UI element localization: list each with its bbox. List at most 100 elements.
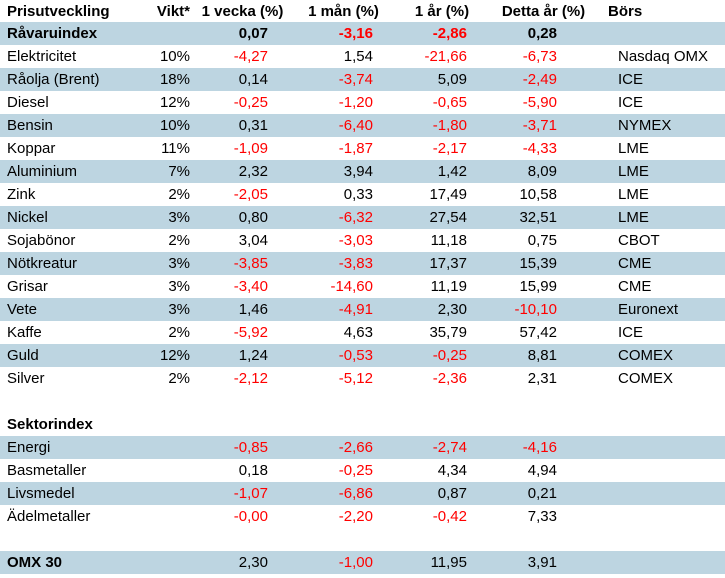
cell-ytd: 57,42 xyxy=(519,324,557,341)
cell-v1y: 11,19 xyxy=(430,278,467,295)
cell-v1m: -1,87 xyxy=(338,140,373,157)
cell-v1w: 1,46 xyxy=(195,298,290,321)
cell-ytd: 4,94 xyxy=(527,462,557,479)
cell-name: Guld xyxy=(0,344,130,367)
cell-name: Grisar xyxy=(7,278,48,295)
column-header-bors: Börs xyxy=(608,2,643,20)
table-row: Zink 2% -2,05 0,33 17,49 10,58 LME xyxy=(0,183,725,206)
table-row: Energi -0,85 -2,66 -2,74 -4,16 xyxy=(0,436,725,459)
cell-name: Koppar xyxy=(7,140,56,157)
table-row: Bensin 10% 0,31 -6,40 -1,80 -3,71 NYMEX xyxy=(0,114,725,137)
table-row: Kaffe 2% -5,92 4,63 35,79 57,42 ICE xyxy=(0,321,725,344)
table-row: Ädelmetaller -0,00 -2,20 -0,42 7,33 xyxy=(0,505,725,528)
cell-bors: ICE xyxy=(618,324,644,341)
cell-v1y: 2,30 xyxy=(397,298,487,321)
cell-name: Silver xyxy=(7,370,45,387)
table-row: Silver 2% -2,12 -5,12 -2,36 2,31 COMEX xyxy=(0,367,725,390)
cell-v1w: -2,05 xyxy=(233,186,268,203)
table-row: Elektricitet 10% -4,27 1,54 -21,66 -6,73 Nasda… xyxy=(0,45,725,68)
cell-v1y: -0,25 xyxy=(397,344,487,367)
column-header-1-ar: 1 år (%) xyxy=(414,2,470,20)
column-header-vikt: Vikt* xyxy=(156,2,190,20)
cell-v1y xyxy=(397,413,487,436)
cell-vikt: 7% xyxy=(130,160,195,183)
table-row: Sojabönor 2% 3,04 -3,03 11,18 0,75 CBOT xyxy=(0,229,725,252)
cell-ytd: 2,31 xyxy=(527,370,557,387)
cell-vikt: 3% xyxy=(168,278,190,295)
cell-ytd: -4,33 xyxy=(522,140,557,157)
cell-name: OMX 30 xyxy=(0,551,130,574)
table-row: Vete 3% 1,46 -4,91 2,30 -10,10 Euronext xyxy=(0,298,725,321)
cell-v1m: 0,33 xyxy=(343,186,373,203)
cell-vikt: 11% xyxy=(161,140,190,157)
cell-bors: LME xyxy=(618,186,649,203)
cell-v1m xyxy=(290,528,397,551)
cell-v1y: 11,95 xyxy=(397,551,487,574)
cell-vikt xyxy=(130,22,195,45)
cell-v1y xyxy=(397,390,487,413)
cell-name: Sojabönor xyxy=(7,232,76,249)
cell-ytd: -3,71 xyxy=(487,114,600,137)
table-row: Aluminium 7% 2,32 3,94 1,42 8,09 LME xyxy=(0,160,725,183)
cell-vikt: 18% xyxy=(130,68,195,91)
cell-v1y: 35,79 xyxy=(429,324,467,341)
cell-v1y: 17,37 xyxy=(397,252,487,275)
cell-v1w: -4,27 xyxy=(233,48,268,65)
cell-ytd: -2,49 xyxy=(487,68,600,91)
table-row: Råolja (Brent) 18% 0,14 -3,74 5,09 -2,49 ICE xyxy=(0,68,725,91)
cell-v1y: 27,54 xyxy=(397,206,487,229)
cell-vikt: 2% xyxy=(168,232,190,249)
cell-name xyxy=(0,528,130,551)
cell-vikt: 2% xyxy=(168,324,190,341)
cell-bors xyxy=(600,390,725,413)
cell-bors xyxy=(600,22,725,45)
cell-v1m: -3,16 xyxy=(290,22,397,45)
cell-ytd: 15,99 xyxy=(519,278,557,295)
cell-bors xyxy=(600,528,725,551)
cell-v1y: -21,66 xyxy=(424,48,467,65)
column-header-1-vecka: 1 vecka (%) xyxy=(201,2,284,20)
cell-ytd: -6,73 xyxy=(522,48,557,65)
cell-v1w: 0,07 xyxy=(195,22,290,45)
cell-name: Bensin xyxy=(0,114,130,137)
cell-v1w: 2,32 xyxy=(195,160,290,183)
cell-v1w: 0,14 xyxy=(195,68,290,91)
cell-v1w: -3,40 xyxy=(233,278,268,295)
cell-vikt: 3% xyxy=(130,298,195,321)
cell-v1y: -0,42 xyxy=(432,508,467,525)
cell-vikt: 12% xyxy=(159,94,190,111)
cell-name: Nötkreatur xyxy=(0,252,130,275)
column-header-1-man: 1 mån (%) xyxy=(308,2,379,20)
cell-ytd: 0,21 xyxy=(487,482,600,505)
cell-v1m: -3,74 xyxy=(290,68,397,91)
cell-ytd xyxy=(487,413,600,436)
cell-bors xyxy=(600,436,725,459)
cell-name: Diesel xyxy=(7,94,49,111)
cell-name: Kaffe xyxy=(7,324,42,341)
cell-vikt xyxy=(130,459,195,482)
cell-v1m: 4,63 xyxy=(343,324,373,341)
cell-vikt xyxy=(130,413,195,436)
cell-ytd: 3,91 xyxy=(487,551,600,574)
cell-vikt: 10% xyxy=(130,114,195,137)
table-row: OMX 30 2,30 -1,00 11,95 3,91 xyxy=(0,551,725,574)
table-row: Råvaruindex 0,07 -3,16 -2,86 0,28 xyxy=(0,22,725,45)
cell-v1w: -0,00 xyxy=(233,508,268,525)
table-row: Nötkreatur 3% -3,85 -3,83 17,37 15,39 CME xyxy=(0,252,725,275)
cell-bors: NYMEX xyxy=(600,114,725,137)
cell-v1w: -3,85 xyxy=(195,252,290,275)
cell-v1m: -2,20 xyxy=(338,508,373,525)
cell-bors: Nasdaq OMX xyxy=(618,48,709,65)
cell-ytd: 0,75 xyxy=(527,232,557,249)
cell-v1m: 1,54 xyxy=(343,48,373,65)
cell-ytd: -10,10 xyxy=(487,298,600,321)
cell-name: Zink xyxy=(7,186,36,203)
cell-ytd: -4,16 xyxy=(487,436,600,459)
cell-v1y: 1,42 xyxy=(397,160,487,183)
cell-v1m: 3,94 xyxy=(290,160,397,183)
cell-vikt: 12% xyxy=(130,344,195,367)
cell-bors xyxy=(600,459,725,482)
cell-vikt xyxy=(130,390,195,413)
cell-ytd: 8,81 xyxy=(487,344,600,367)
